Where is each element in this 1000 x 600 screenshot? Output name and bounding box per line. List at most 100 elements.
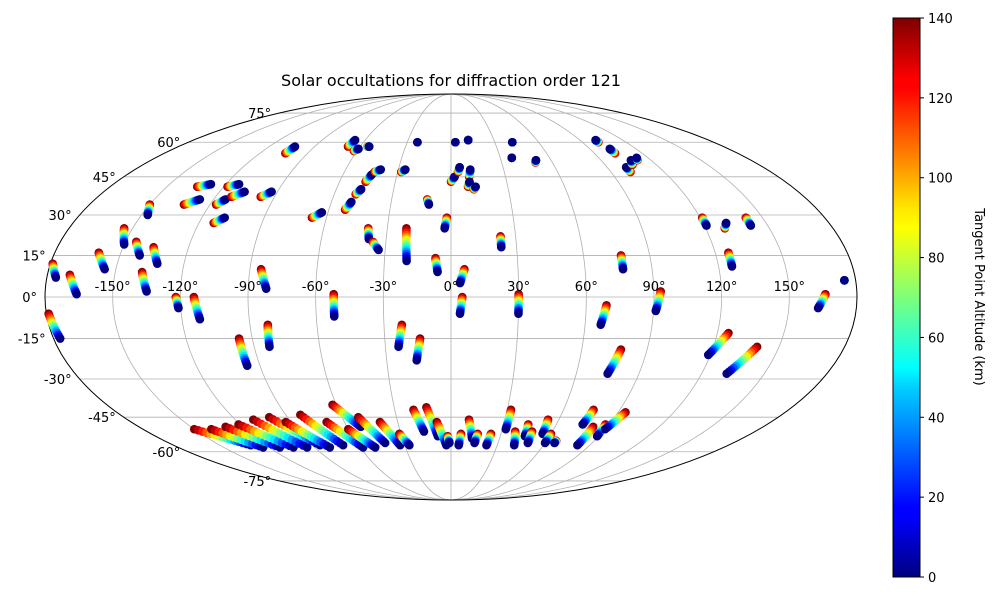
- occultation-track: [463, 135, 473, 145]
- scatter-point: [135, 251, 144, 260]
- latitude-tick-label: -45°: [88, 411, 116, 426]
- occultation-track: [248, 415, 312, 452]
- scatter-point: [195, 314, 205, 324]
- colorbar-tick-label: 40: [928, 411, 945, 426]
- occultation-track: [422, 195, 434, 209]
- occultation-track: [605, 144, 620, 158]
- scatter-point: [440, 223, 449, 233]
- occultation-track: [296, 410, 348, 450]
- longitude-gridline: [450, 93, 790, 501]
- longitude-tick-label: -90°: [234, 280, 262, 295]
- scatter-point: [550, 438, 559, 448]
- occultation-track: [603, 345, 626, 379]
- longitude-gridline: [247, 93, 452, 501]
- scatter-point: [703, 350, 713, 360]
- scatter-point: [605, 144, 615, 154]
- scatter-point: [618, 264, 628, 274]
- occultation-track: [501, 405, 516, 434]
- longitude-tick-label: 150°: [774, 280, 805, 295]
- longitude-tick-label: 30°: [507, 280, 530, 295]
- scatter-point: [354, 144, 363, 154]
- scatter-point: [376, 165, 386, 174]
- scatter-point: [374, 245, 383, 255]
- colorbar-tick-label: 140: [928, 12, 953, 27]
- longitude-tick-label: 90°: [642, 280, 665, 295]
- occultation-track: [351, 184, 366, 199]
- occultation-track: [340, 197, 356, 215]
- scatter-point: [265, 342, 274, 352]
- scatter-point: [401, 165, 410, 174]
- occultation-track: [413, 137, 422, 147]
- map-boundary: [44, 93, 858, 501]
- occultation-track: [507, 153, 517, 163]
- scatter-point: [419, 427, 429, 436]
- scatter-point: [651, 306, 661, 316]
- occultation-track: [470, 429, 482, 448]
- occultation-track: [600, 407, 630, 434]
- occultation-track: [720, 218, 731, 233]
- scatter-point: [413, 137, 422, 147]
- scatter-point: [465, 177, 474, 187]
- occultation-track: [363, 142, 374, 151]
- longitude-tick-label: 0°: [444, 280, 459, 295]
- scatter-point: [531, 155, 541, 165]
- occultation-track: [722, 342, 762, 379]
- occultation-track: [44, 309, 65, 343]
- longitude-gridline: [450, 93, 655, 501]
- scatter-point: [143, 210, 152, 220]
- scatter-point: [267, 187, 276, 197]
- scatter-point: [591, 135, 600, 145]
- occultation-track: [349, 144, 363, 156]
- occultation-track: [143, 200, 155, 220]
- occultation-track: [632, 153, 642, 165]
- scatter-point: [727, 262, 737, 271]
- colorbar-tick-label: 0: [928, 571, 936, 586]
- scatter-point: [338, 440, 348, 450]
- latitude-tick-label: -15°: [18, 333, 46, 348]
- scatter-point: [454, 440, 464, 450]
- scatter-point: [317, 208, 327, 217]
- scatter-point: [632, 153, 641, 163]
- chart-title: Solar occultations for diffraction order…: [281, 71, 621, 90]
- scatter-point: [402, 256, 411, 266]
- scatter-point: [325, 443, 335, 452]
- scatter-point: [471, 182, 480, 191]
- occultation-track: [234, 420, 298, 452]
- occultation-track: [591, 135, 603, 147]
- latitude-tick-label: 45°: [93, 171, 116, 186]
- occultation-track: [443, 431, 454, 448]
- scatter-point: [55, 334, 65, 343]
- scatter-point: [578, 420, 587, 429]
- occultation-track: [455, 292, 467, 318]
- scatter-point: [463, 135, 473, 145]
- scatter-point: [592, 431, 602, 441]
- occultation-points: [44, 135, 849, 452]
- longitude-gridline: [179, 93, 452, 501]
- occultation-track: [131, 237, 144, 260]
- occultation-track: [256, 187, 276, 202]
- occultation-track: [211, 195, 230, 209]
- colorbar-ticks: 0 20 40 60 80 100 120 140: [920, 12, 953, 586]
- scatter-point: [573, 440, 582, 450]
- scatter-point: [501, 424, 511, 434]
- scatter-point: [72, 289, 81, 299]
- occultation-track: [469, 182, 480, 194]
- occultation-track: [256, 264, 271, 293]
- scatter-point: [507, 153, 517, 163]
- colorbar-tick-label: 60: [928, 331, 945, 346]
- occultation-track: [578, 405, 598, 429]
- occultation-track: [48, 259, 61, 282]
- scatter-point: [455, 162, 464, 172]
- longitude-tick-label: 120°: [706, 280, 737, 295]
- longitude-tick-labels: -150° -120° -90° -60° -30° 0° 30° 60° 90° 120° 150…: [95, 280, 805, 295]
- scatter-point: [329, 312, 339, 321]
- scatter-point: [119, 240, 129, 249]
- occultation-track: [307, 208, 327, 222]
- latitude-tick-label: 0°: [22, 291, 37, 306]
- scatter-point: [356, 184, 366, 194]
- occultation-track: [446, 172, 459, 187]
- scatter-point: [445, 438, 454, 448]
- scatter-point: [380, 438, 390, 448]
- occultation-track: [395, 429, 414, 450]
